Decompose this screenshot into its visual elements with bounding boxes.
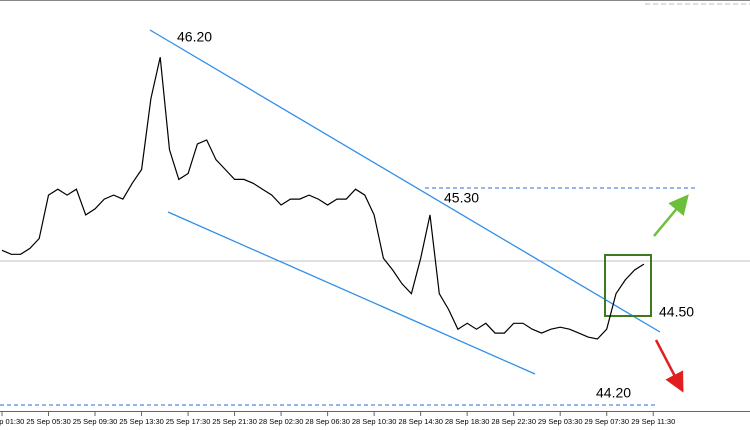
up-arrow — [653, 194, 689, 237]
channel-upper — [149, 29, 661, 333]
x-tick-label: 25 Sep 21:30 — [212, 417, 257, 426]
x-tick-label: 25 Sep 09:30 — [73, 417, 118, 426]
highlight-box — [604, 254, 652, 317]
x-tick-label: 28 Sep 10:30 — [352, 417, 397, 426]
x-tick-label: 29 Sep 11:30 — [631, 417, 675, 426]
down-arrow — [654, 339, 684, 393]
x-tick-label: 28 Sep 06:30 — [305, 417, 350, 426]
x-tick-label: 25 Sep 05:30 — [26, 417, 71, 426]
x-tick-label: 28 Sep 02:30 — [259, 417, 304, 426]
x-tick-label: 25 Sep 01:30 — [0, 417, 24, 426]
x-tick-label: 28 Sep 22:30 — [491, 417, 536, 426]
price-line-series — [1, 57, 645, 340]
x-tick-label: 28 Sep 14:30 — [398, 417, 443, 426]
price-annotation: 46.20 — [177, 29, 212, 45]
x-tick-label: 25 Sep 13:30 — [119, 417, 164, 426]
x-tick-label: 29 Sep 07:30 — [584, 417, 629, 426]
price-annotation: 45.30 — [444, 190, 479, 206]
price-annotation: 44.20 — [596, 385, 631, 401]
x-tick-label: 25 Sep 17:30 — [166, 417, 211, 426]
x-tick-label: 28 Sep 18:30 — [445, 417, 490, 426]
x-tick-label: 29 Sep 03:30 — [538, 417, 583, 426]
price-annotation: 44.50 — [659, 304, 694, 320]
channel-lower — [167, 211, 536, 375]
